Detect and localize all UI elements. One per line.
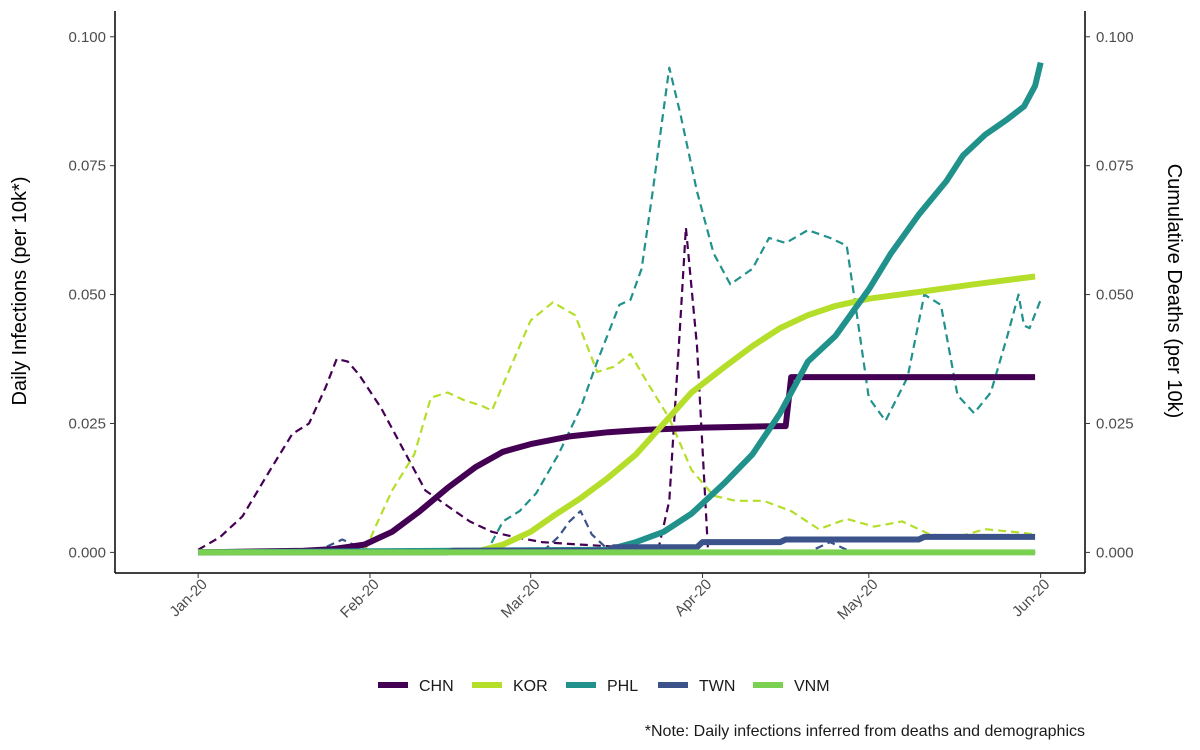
legend-label-twn: TWN	[699, 678, 735, 695]
x-tick-label: Apr-20	[671, 576, 715, 620]
right-y-tick-label: 0.000	[1096, 544, 1134, 561]
right-y-tick-label: 0.100	[1096, 29, 1134, 46]
left-y-tick-label: 0.100	[68, 29, 106, 46]
legend-label-kor: KOR	[513, 678, 548, 695]
series-phl-cumulative-deaths-line	[198, 61, 1044, 556]
caption: *Note: Daily infections inferred from de…	[645, 723, 1085, 740]
right-y-tick-label: 0.075	[1096, 158, 1134, 175]
series-phl-daily-infections-line	[198, 66, 1042, 554]
x-tick-label: May-20	[834, 576, 881, 623]
left-y-tick-label: 0.050	[68, 287, 106, 304]
left-y-axis-title: Daily Infections (per 10k*)	[9, 177, 31, 406]
legend-label-chn: CHN	[419, 678, 454, 695]
left-y-tick-label: 0.000	[68, 544, 106, 561]
x-tick-label: Jan-20	[166, 576, 210, 620]
series-chn-cumulative-deaths-line	[198, 374, 1036, 556]
series-chn-daily-infections-line	[197, 226, 1036, 554]
x-axis: Jan-20 Feb-20 Mar-20 Apr-20 May-20 Jun-20	[115, 572, 1085, 623]
legend: CHN KOR PHL TWN VNM	[378, 678, 830, 695]
legend-label-phl: PHL	[607, 678, 638, 695]
x-tick-label: Mar-20	[498, 576, 544, 622]
x-tick-label: Feb-20	[337, 576, 383, 622]
left-y-tick-label: 0.025	[68, 415, 106, 432]
left-y-tick-label: 0.075	[68, 158, 106, 175]
x-tick-label: Jun-20	[1009, 576, 1053, 620]
series-kor-cumulative-deaths-line	[198, 273, 1036, 556]
plot-area	[197, 61, 1044, 556]
right-y-tick-label: 0.025	[1096, 415, 1134, 432]
series-kor-daily-infections-line	[198, 301, 1036, 554]
right-y-tick-label: 0.050	[1096, 287, 1134, 304]
right-y-axis: 0.000 0.025 0.050 0.075 0.100	[1084, 11, 1134, 573]
legend-label-vnm: VNM	[794, 678, 830, 695]
left-y-axis: 0.000 0.025 0.050 0.075 0.100	[68, 11, 116, 573]
right-y-axis-title: Cumulative Deaths (per 10k)	[1163, 164, 1185, 419]
